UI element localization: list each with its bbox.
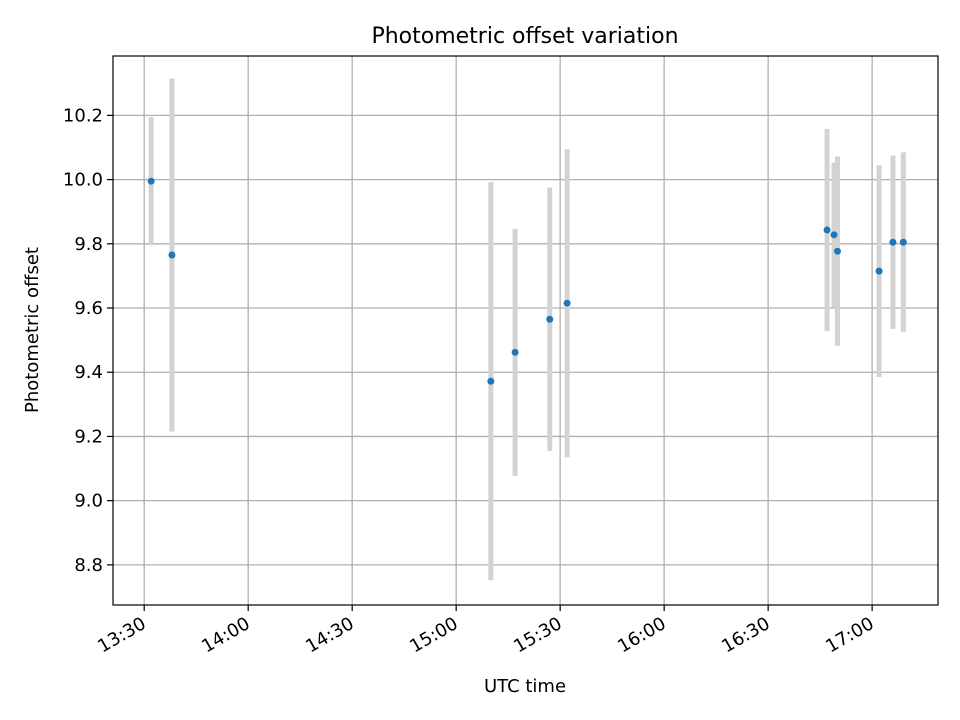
data-point xyxy=(563,299,571,307)
data-point xyxy=(511,348,519,356)
y-tick-label: 9.0 xyxy=(74,491,103,512)
data-point xyxy=(147,177,155,185)
y-tick-label: 10.0 xyxy=(63,170,103,191)
y-tick-label: 9.8 xyxy=(74,234,103,255)
data-point xyxy=(899,238,907,246)
data-point xyxy=(875,267,883,275)
chart-title: Photometric offset variation xyxy=(371,24,678,49)
data-points xyxy=(147,177,907,385)
y-tick-label: 9.4 xyxy=(74,362,103,383)
y-tick-label: 8.8 xyxy=(74,555,103,576)
data-point xyxy=(168,251,176,259)
data-point xyxy=(546,315,554,323)
data-point xyxy=(889,238,897,246)
y-tick-label: 10.2 xyxy=(63,105,103,126)
y-axis-ticks: 8.8 9.0 9.2 9.4 9.6 9.8 10.0 10.2 xyxy=(63,105,113,576)
data-point xyxy=(833,247,841,255)
data-point xyxy=(830,231,838,239)
plot-frame xyxy=(112,55,939,606)
y-axis-label: Photometric offset xyxy=(22,247,43,413)
data-point xyxy=(487,377,495,385)
y-tick-label: 9.6 xyxy=(74,298,103,319)
grid xyxy=(113,56,938,605)
y-tick-label: 9.2 xyxy=(74,426,103,447)
data-point xyxy=(823,226,831,234)
x-axis-label: UTC time xyxy=(484,676,566,697)
